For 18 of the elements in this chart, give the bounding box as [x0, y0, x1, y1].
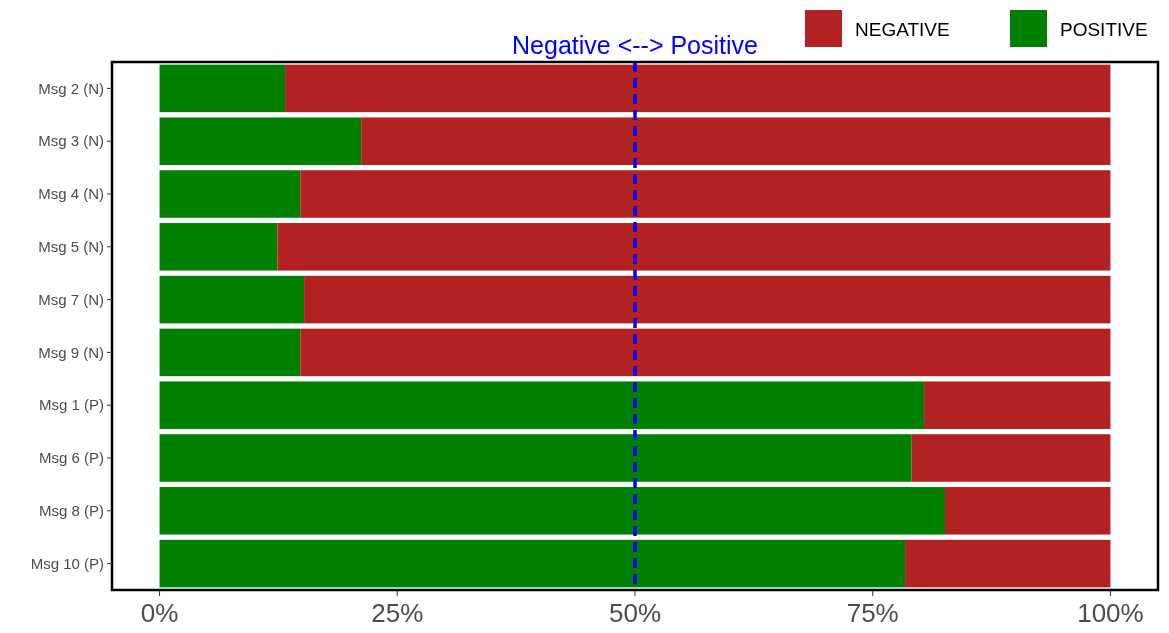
- y-tick-label: Msg 6 (P): [38, 449, 104, 467]
- y-tick-label: Msg 2 (N): [38, 79, 104, 97]
- y-tick-label: Msg 10 (P): [30, 554, 104, 572]
- y-tick-label: Msg 3 (N): [38, 132, 104, 150]
- legend-label: NEGATIVE: [855, 18, 950, 40]
- y-tick-label: Msg 5 (N): [38, 238, 104, 256]
- x-tick-label: 75%: [846, 598, 899, 628]
- x-tick-label: 0%: [140, 598, 179, 628]
- y-tick-label: Msg 9 (N): [38, 343, 104, 361]
- legend-label: POSITIVE: [1060, 18, 1148, 40]
- ref-line-label: Negative <--> Positive: [512, 31, 758, 59]
- y-tick-label: Msg 1 (P): [38, 396, 104, 414]
- x-tick-label: 25%: [371, 598, 424, 628]
- y-tick-label: Msg 7 (N): [38, 290, 104, 308]
- y-tick-label: Msg 4 (N): [38, 185, 104, 203]
- x-tick-label: 50%: [608, 598, 662, 628]
- y-tick-label: Msg 8 (P): [38, 502, 104, 520]
- x-tick-label: 100%: [1077, 598, 1144, 628]
